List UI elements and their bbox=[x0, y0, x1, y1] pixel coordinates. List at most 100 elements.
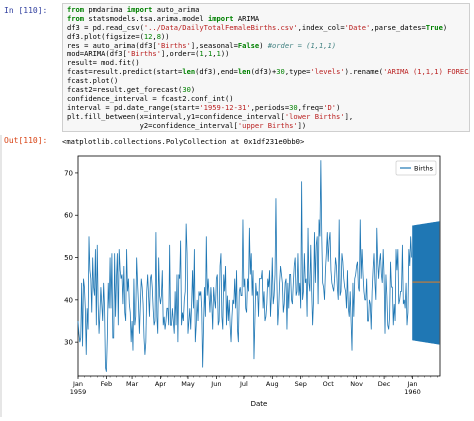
code-line: mod=ARIMA(df3['Births'],order=(1,1,1)) bbox=[67, 50, 465, 59]
births-series-line bbox=[77, 160, 412, 372]
code-token: fcast.plot() bbox=[67, 76, 119, 86]
code-token: 1 bbox=[199, 49, 204, 59]
code-token: ,freq= bbox=[297, 102, 324, 112]
plot-output: 30 40 50 60 70 Jan 1959 Feb Mar Apr May Jun Jul Aug Se… bbox=[40, 150, 474, 417]
code-token: 'upper Births' bbox=[237, 120, 298, 130]
x-tick-label: Jan bbox=[406, 380, 417, 388]
input-cell[interactable]: In [110]: from pmdarima import auto_arim… bbox=[0, 0, 474, 135]
code-token: confidence_interval = fcast2.conf_int() bbox=[67, 93, 234, 103]
code-token: pmdarima bbox=[84, 5, 127, 14]
code-line: fcast2=result.get_forecast(30) bbox=[67, 85, 465, 95]
code-token: )) bbox=[220, 49, 230, 59]
code-token: 1 bbox=[216, 49, 221, 59]
x-tick-label: Sep bbox=[295, 380, 307, 388]
code-token: 30 bbox=[182, 85, 191, 95]
code-token: ]) bbox=[297, 120, 307, 130]
code-token: )) bbox=[160, 31, 170, 41]
code-token: '1959-12-31' bbox=[199, 102, 251, 112]
code-token: ARIMA bbox=[233, 13, 260, 23]
code-token: df3 = pd.read_csv( bbox=[67, 22, 144, 32]
y-tick-label: 50 bbox=[64, 254, 73, 262]
code-token: 8 bbox=[156, 31, 161, 41]
code-line: from pmdarima import auto_arima bbox=[67, 5, 465, 15]
code-token: from bbox=[67, 5, 85, 14]
code-token: '../Data/DailyTotalFemaleBirths.csv' bbox=[143, 22, 298, 32]
code-token: interval = pd.date_range(start= bbox=[67, 102, 200, 112]
code-editor[interactable]: from pmdarima import auto_arima from stat… bbox=[62, 3, 470, 132]
code-token: ) bbox=[442, 22, 448, 32]
code-token: from bbox=[67, 13, 85, 23]
code-line: y2=confidence_interval['upper Births']) bbox=[67, 120, 465, 131]
code-line: df3 = pd.read_csv('../Data/DailyTotalFem… bbox=[67, 22, 465, 33]
code-token: 30 bbox=[289, 102, 298, 112]
left-gutter bbox=[0, 135, 2, 417]
y-tick-label: 60 bbox=[64, 212, 73, 220]
code-token: (df3),end= bbox=[195, 67, 238, 77]
code-token: False bbox=[237, 40, 260, 50]
code-token: 'levels' bbox=[310, 67, 345, 77]
code-line: fcast.plot() bbox=[67, 76, 465, 86]
x-tick-label: Dec bbox=[378, 380, 391, 388]
x-tick-label: Mar bbox=[126, 380, 139, 388]
code-line: interval = pd.date_range(start='1959-12-… bbox=[67, 102, 465, 113]
code-token: 1 bbox=[207, 49, 213, 59]
code-token: 'ARIMA (1,1,1) FORECAST' bbox=[383, 67, 469, 77]
code-token: result= mod.fit() bbox=[67, 58, 140, 68]
code-token: res = auto_arima(df3[ bbox=[67, 40, 157, 50]
code-token: #order = (1,1,1) bbox=[267, 40, 337, 50]
code-token: 'Births' bbox=[126, 49, 161, 59]
legend-box bbox=[395, 160, 437, 176]
code-line: plt.fill_between(x=interval,y1=confidenc… bbox=[67, 111, 465, 122]
code-token: (df3)+ bbox=[250, 67, 277, 77]
code-line: df3.plot(figsize=(12,8)) bbox=[67, 31, 465, 42]
code-token: plt.fill_between(x=interval,y1=confidenc… bbox=[67, 111, 285, 121]
code-token: ], bbox=[344, 111, 354, 121]
code-token: y2=confidence_interval[ bbox=[67, 120, 238, 130]
x-tick-label: Jul bbox=[239, 380, 248, 388]
code-token: import bbox=[207, 13, 234, 23]
code-token: 'D' bbox=[323, 102, 337, 112]
code-token: ],seasonal= bbox=[190, 40, 238, 50]
x-tick-year-label: 1960 bbox=[404, 388, 421, 396]
y-tick-label: 70 bbox=[64, 169, 73, 177]
code-token: 30 bbox=[276, 67, 285, 77]
x-tick-label: Feb bbox=[101, 380, 113, 388]
code-token: 'lower Births' bbox=[284, 111, 345, 121]
code-token: ],order=( bbox=[160, 49, 200, 59]
x-tick-year-label: 1959 bbox=[70, 388, 87, 396]
x-tick-label: Oct bbox=[323, 380, 335, 388]
code-token: len bbox=[182, 67, 196, 77]
x-tick-label: Jun bbox=[210, 380, 221, 388]
x-tick-label: Aug bbox=[266, 380, 279, 388]
code-token: ).rename( bbox=[344, 67, 384, 77]
code-token: , bbox=[203, 49, 208, 59]
output-repr-text: <matplotlib.collections.PolyCollection a… bbox=[62, 137, 305, 146]
code-token: ,type= bbox=[284, 67, 311, 77]
code-token: df3.plot(figsize=( bbox=[67, 31, 144, 41]
code-token: 'Births' bbox=[156, 40, 191, 50]
code-token: fcast=result.predict(start= bbox=[67, 67, 183, 77]
code-line: fcast=result.predict(start=len(df3),end=… bbox=[67, 67, 469, 77]
x-axis-label: Date bbox=[251, 400, 268, 408]
x-tick-label: May bbox=[181, 380, 195, 388]
code-token: mod=ARIMA(df3[ bbox=[67, 49, 127, 59]
code-token: ,index_col= bbox=[297, 22, 345, 32]
x-tick-label: Nov bbox=[350, 380, 363, 388]
code-token: ) bbox=[190, 85, 196, 95]
code-line: confidence_interval = fcast2.conf_int() bbox=[67, 93, 465, 104]
code-line: res = auto_arima(df3['Births'],seasonal=… bbox=[67, 40, 465, 51]
confidence-interval-fill bbox=[412, 221, 440, 345]
code-token: import bbox=[126, 5, 153, 14]
code-token: auto_arima bbox=[152, 5, 200, 14]
code-token: ,periods= bbox=[250, 102, 290, 112]
code-token: ,parse_dates= bbox=[370, 22, 426, 32]
legend-label-births: Births bbox=[414, 165, 434, 173]
code-token: , bbox=[212, 49, 217, 59]
code-token: 'Date' bbox=[344, 22, 371, 32]
code-token: ) bbox=[336, 102, 341, 112]
code-token: ) bbox=[259, 40, 268, 50]
x-tick-label: Jan bbox=[72, 380, 83, 388]
code-line: from statsmodels.tsa.arima.model import … bbox=[67, 13, 465, 24]
code-token: statsmodels.tsa.arima.model bbox=[84, 13, 208, 23]
